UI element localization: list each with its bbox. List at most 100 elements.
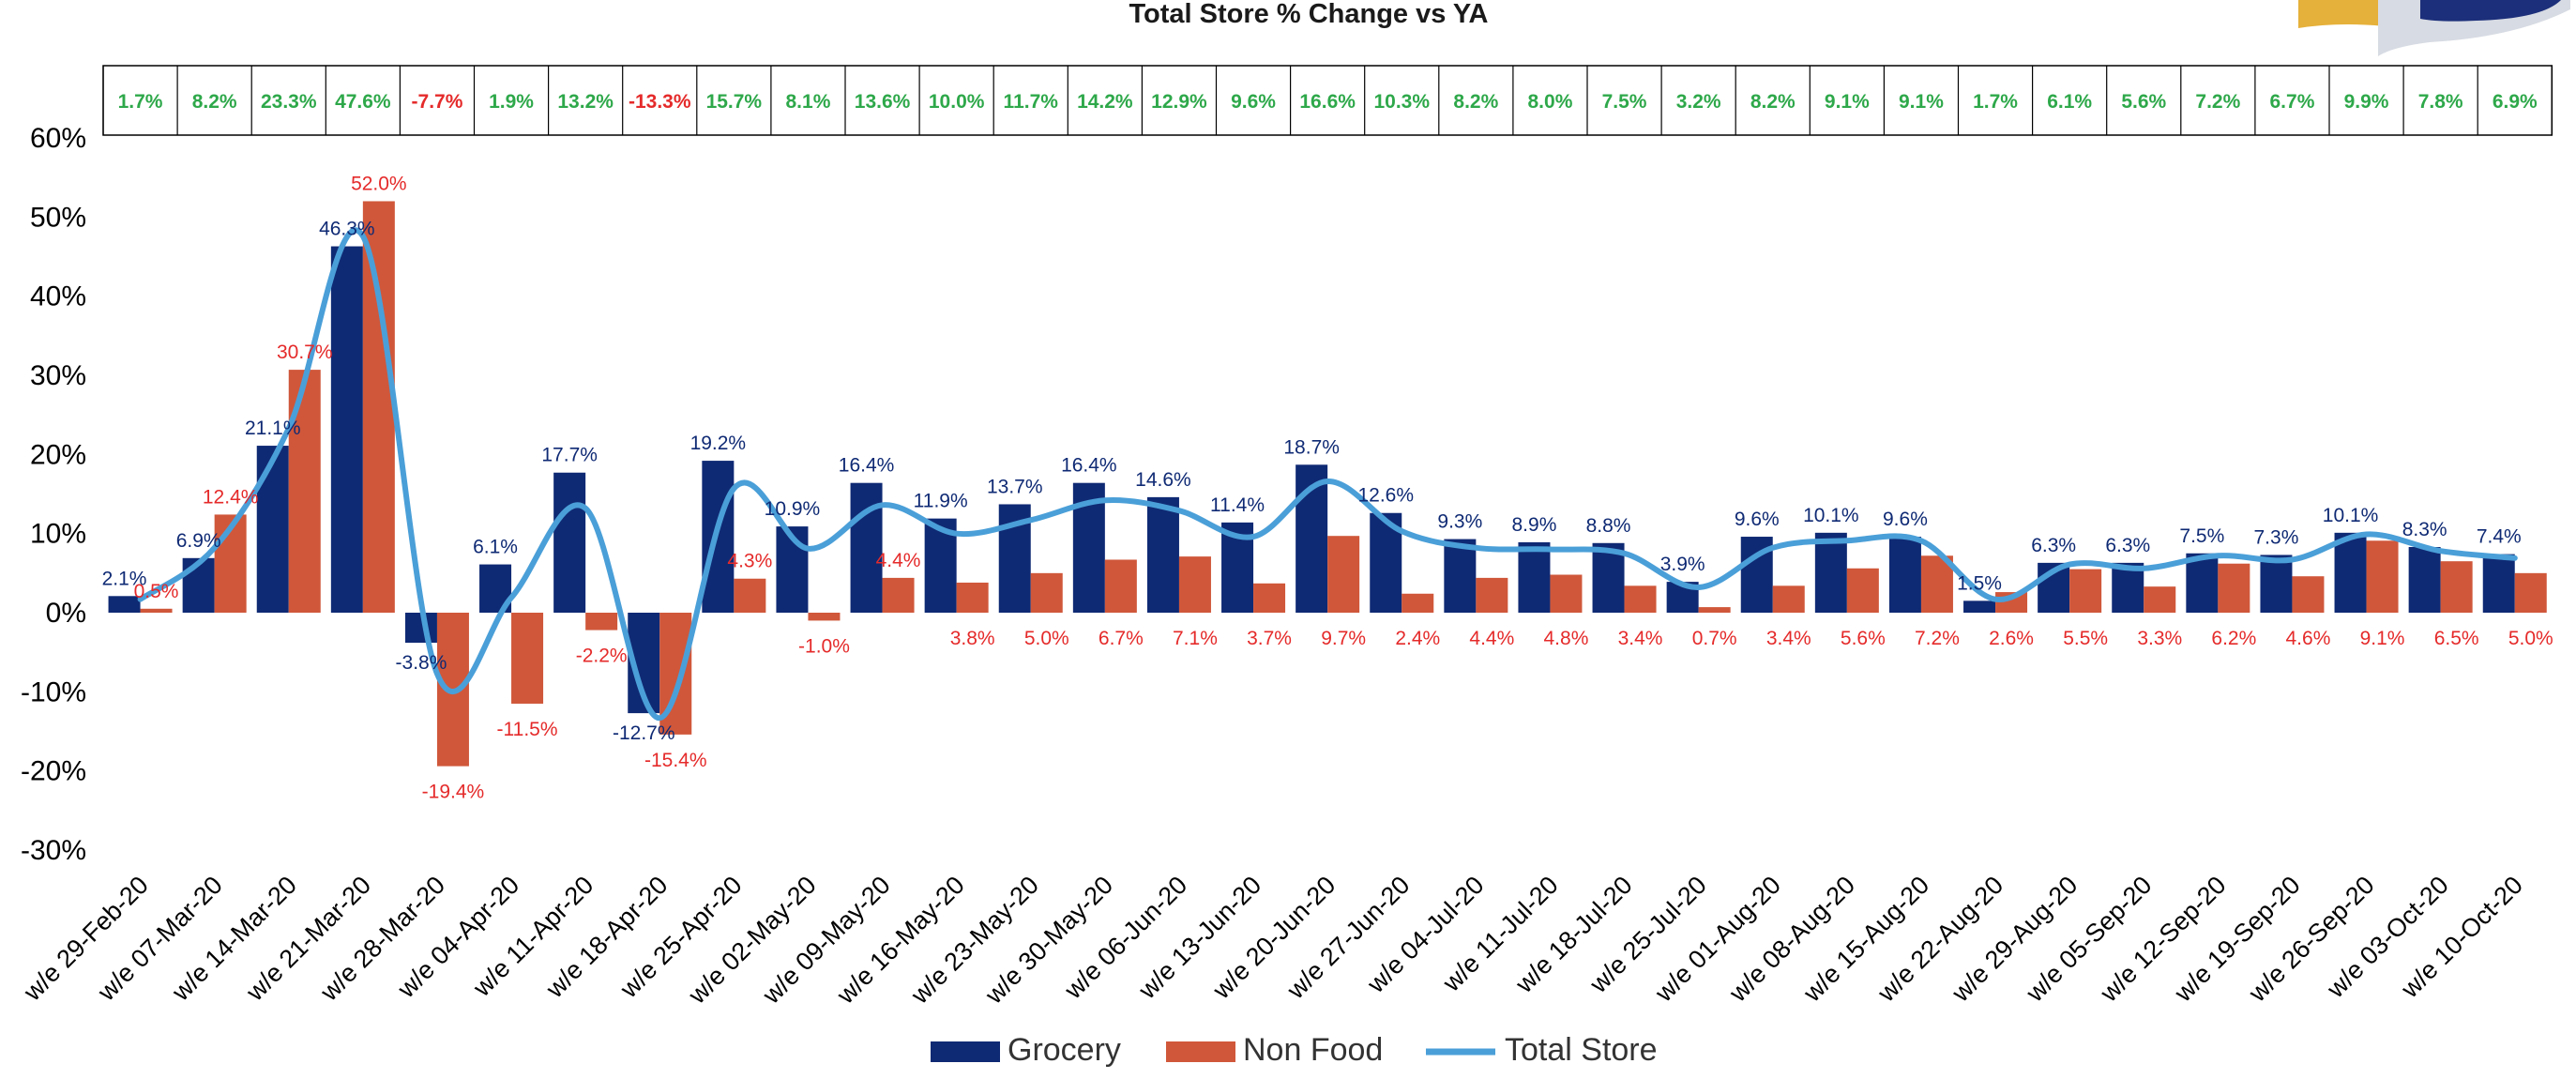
non-food-bar bbox=[1698, 607, 1731, 613]
non-food-bar bbox=[882, 577, 915, 613]
non-food-data-label: -15.4% bbox=[644, 750, 707, 771]
table-cell-value: -13.3% bbox=[629, 91, 691, 113]
table-cell-value: 6.7% bbox=[2270, 91, 2315, 113]
table-cell-value: -7.7% bbox=[412, 91, 463, 113]
non-food-data-label: 5.5% bbox=[2063, 628, 2108, 649]
grocery-bar bbox=[2260, 555, 2293, 613]
y-tick-label: 0% bbox=[46, 598, 86, 629]
y-tick-label: -20% bbox=[21, 756, 86, 787]
non-food-bar bbox=[734, 578, 766, 613]
y-tick-label: 50% bbox=[30, 202, 86, 233]
non-food-data-label: 6.5% bbox=[2434, 628, 2479, 649]
non-food-bar bbox=[1104, 559, 1137, 613]
table-cell-value: 5.6% bbox=[2121, 91, 2166, 113]
table-cell-value: 13.6% bbox=[855, 91, 911, 113]
grocery-data-label: 10.1% bbox=[2323, 505, 2379, 526]
table-cell-value: 1.9% bbox=[489, 91, 534, 113]
non-food-bar bbox=[2144, 586, 2176, 613]
non-food-bar bbox=[1476, 577, 1508, 613]
grocery-data-label: 13.7% bbox=[987, 476, 1043, 497]
non-food-bar bbox=[1550, 574, 1583, 613]
non-food-data-label: 7.1% bbox=[1173, 628, 1218, 649]
table-cell-value: 11.7% bbox=[1004, 91, 1059, 113]
non-food-bar bbox=[2292, 576, 2325, 613]
x-tick-label: w/e 15-Aug-20 bbox=[1797, 871, 1934, 1008]
non-food-data-label: 3.4% bbox=[1618, 628, 1663, 649]
grocery-bar bbox=[553, 472, 586, 613]
grocery-data-label: 6.3% bbox=[2105, 535, 2150, 556]
grocery-bar bbox=[1814, 532, 1847, 613]
non-food-data-label: 4.3% bbox=[727, 551, 772, 572]
x-tick-label: w/e 16-May-20 bbox=[831, 871, 970, 1010]
grocery-data-label: 16.4% bbox=[1061, 455, 1117, 477]
grocery-data-label: 8.9% bbox=[1512, 514, 1557, 536]
legend-swatch-grocery bbox=[931, 1041, 1000, 1062]
grocery-data-label: 1.5% bbox=[1957, 572, 2002, 594]
table-cell-value: 6.9% bbox=[2493, 91, 2538, 113]
non-food-bar bbox=[2218, 563, 2250, 613]
grocery-data-label: -12.7% bbox=[613, 722, 675, 744]
non-food-data-label: -11.5% bbox=[497, 719, 558, 740]
table-cell-value: 9.1% bbox=[1899, 91, 1944, 113]
x-tick-label: w/e 05-Sep-20 bbox=[2020, 871, 2157, 1008]
y-tick-label: -30% bbox=[21, 835, 86, 866]
non-food-data-label: 5.0% bbox=[2508, 628, 2553, 649]
grocery-bar bbox=[1888, 537, 1921, 613]
non-food-bar bbox=[288, 370, 321, 613]
x-axis: w/e 29-Feb-20w/e 07-Mar-20w/e 14-Mar-20w… bbox=[18, 871, 2528, 1010]
x-tick-label: w/e 29-Aug-20 bbox=[1946, 871, 2083, 1008]
table-cell-value: 10.3% bbox=[1373, 91, 1430, 113]
non-food-bar bbox=[1253, 583, 1286, 613]
grocery-data-label: 12.6% bbox=[1357, 485, 1414, 507]
grocery-data-label: 11.9% bbox=[914, 491, 968, 512]
grocery-data-label: 21.1% bbox=[245, 418, 301, 439]
non-food-bar bbox=[1772, 585, 1805, 613]
grocery-bar bbox=[108, 596, 141, 613]
grocery-data-label: 6.9% bbox=[176, 530, 221, 552]
grocery-data-label: 17.7% bbox=[541, 445, 598, 466]
grocery-data-label: 7.4% bbox=[2477, 526, 2522, 548]
y-tick-label: 30% bbox=[30, 360, 86, 391]
grocery-bar bbox=[1444, 539, 1477, 613]
non-food-data-label: -19.4% bbox=[422, 782, 485, 803]
non-food-bar bbox=[511, 613, 544, 704]
grocery-bar bbox=[1146, 496, 1179, 613]
non-food-data-label: 6.2% bbox=[2211, 628, 2256, 649]
non-food-data-label: 4.4% bbox=[1469, 628, 1514, 649]
y-axis: 60% 50% 40% 30% 20% 10% 0% -10% -20% -30% bbox=[21, 123, 86, 866]
grocery-data-label: 11.4% bbox=[1210, 494, 1265, 516]
grocery-bar bbox=[2408, 547, 2441, 613]
table-cell-value: 9.1% bbox=[1825, 91, 1870, 113]
table-cell-value: 8.2% bbox=[1453, 91, 1498, 113]
grocery-data-label: 16.4% bbox=[839, 455, 895, 477]
non-food-data-label: 2.4% bbox=[1395, 628, 1440, 649]
x-tick-label: w/e 30-May-20 bbox=[979, 871, 1118, 1010]
grocery-data-label: 2.1% bbox=[102, 568, 147, 589]
grocery-data-label: 3.9% bbox=[1660, 554, 1705, 575]
non-food-bar bbox=[956, 582, 989, 613]
non-food-data-label: 12.4% bbox=[203, 486, 259, 508]
table-cell-value: 15.7% bbox=[706, 91, 763, 113]
grocery-data-label: 6.1% bbox=[473, 537, 518, 558]
non-food-data-label: 52.0% bbox=[351, 173, 407, 194]
non-food-bar bbox=[2514, 572, 2547, 613]
non-food-bar bbox=[140, 608, 173, 613]
grocery-data-label: 46.3% bbox=[319, 219, 375, 240]
grocery-data-label: 9.3% bbox=[1437, 511, 1482, 533]
grocery-bar bbox=[850, 482, 883, 613]
table-cell-value: 9.6% bbox=[1231, 91, 1276, 113]
non-food-bar bbox=[1030, 572, 1063, 613]
non-food-data-label: 30.7% bbox=[277, 342, 333, 363]
table-cell-value: 6.1% bbox=[2047, 91, 2092, 113]
bar-labels: 2.1%0.5% 6.9% 12.4% 21.1% 30.7% 46.3% 52.0% -3.… bbox=[102, 173, 2553, 802]
non-food-data-label: 3.4% bbox=[1766, 628, 1811, 649]
grocery-data-label: 8.8% bbox=[1586, 515, 1631, 537]
table-cell-value: 16.6% bbox=[1299, 91, 1356, 113]
non-food-data-label: 0.7% bbox=[1692, 628, 1737, 649]
x-tick-label: w/e 19-Sep-20 bbox=[2169, 871, 2306, 1008]
grocery-data-label: 19.2% bbox=[690, 433, 747, 454]
non-food-data-label: 4.4% bbox=[876, 550, 921, 571]
total-store-line-layer bbox=[137, 227, 2518, 722]
non-food-bar bbox=[1402, 593, 1434, 613]
